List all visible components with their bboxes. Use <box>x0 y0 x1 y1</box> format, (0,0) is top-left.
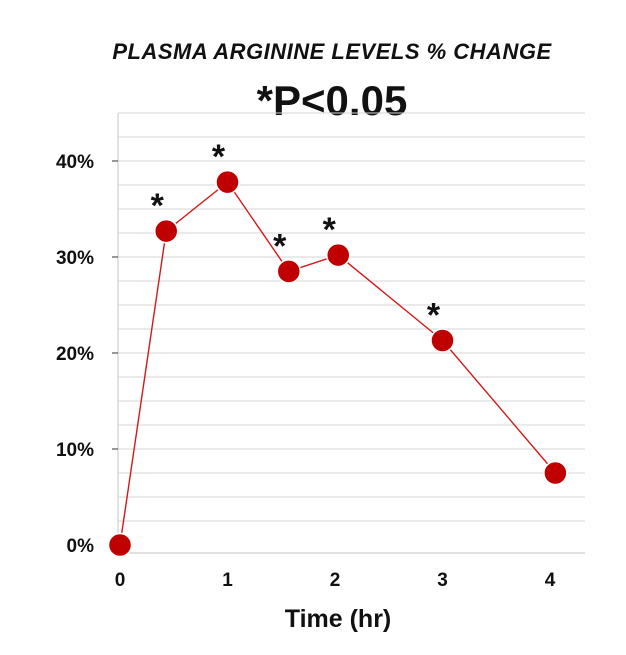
data-point <box>325 242 351 268</box>
y-tick-label: 0% <box>67 536 95 557</box>
series-line <box>119 181 556 546</box>
significance-marker: * <box>273 227 287 265</box>
data-point <box>107 532 133 558</box>
gridlines <box>118 112 585 522</box>
data-point <box>543 460 568 486</box>
data-point <box>215 169 240 195</box>
series-group <box>119 181 556 546</box>
data-point <box>430 328 455 353</box>
x-tick-label: 1 <box>222 570 233 591</box>
y-tick-label: 10% <box>56 440 94 461</box>
significance-markers: * * * * * <box>151 138 441 334</box>
significance-marker: * <box>151 187 165 225</box>
y-tick-label: 30% <box>56 248 94 269</box>
x-tick-label: 4 <box>545 570 556 591</box>
axes <box>117 113 585 554</box>
x-axis-label: Time (hr) <box>285 605 392 633</box>
significance-marker: * <box>323 211 337 249</box>
x-tick-label: 2 <box>330 570 341 591</box>
data-point <box>153 218 179 244</box>
chart-subtitle: *P<0.05 <box>257 77 408 124</box>
y-axis-ticks: 0% 10% 20% 30% 40% <box>56 152 118 557</box>
significance-marker: * <box>427 297 441 335</box>
x-tick-label: 3 <box>437 570 448 591</box>
y-tick-label: 20% <box>56 344 94 365</box>
x-axis-ticks: 0 1 2 3 4 <box>115 570 556 591</box>
significance-marker: * <box>212 138 226 176</box>
x-tick-label: 0 <box>115 570 126 591</box>
y-tick-label: 40% <box>56 152 94 173</box>
chart-title: PLASMA ARGININE LEVELS % CHANGE <box>112 39 552 64</box>
data-points <box>107 169 568 558</box>
data-point <box>276 259 302 284</box>
